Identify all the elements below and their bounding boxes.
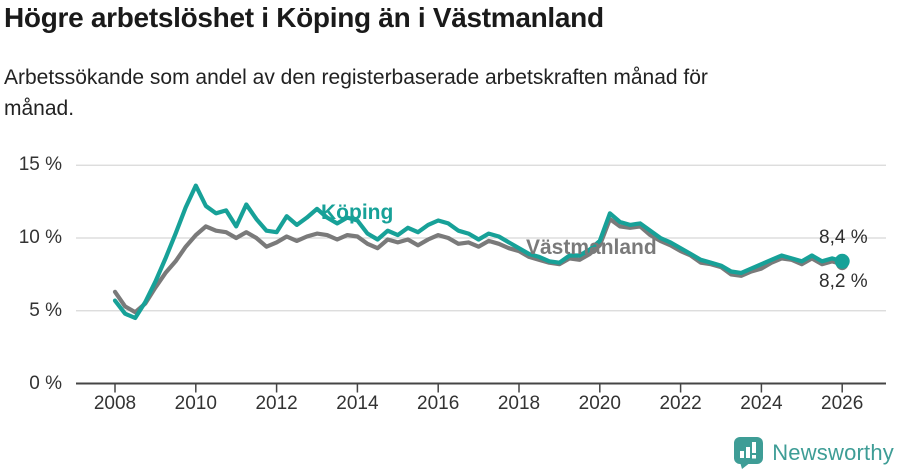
x-tick-label-2022: 2022 [659, 393, 702, 414]
line-köping [112, 183, 845, 321]
series-label-koping: Köping [321, 201, 394, 224]
newsworthy-wordmark: Newsworthy [772, 439, 894, 465]
chart-subtitle-line1: Arbetssökande som andel av den registerb… [4, 66, 708, 89]
chart-title: Högre arbetslöshet i Köping än i Västman… [4, 2, 604, 33]
y-tick-label-0: 0 % [29, 372, 62, 394]
newsworthy-logo[interactable]: Newsworthy [733, 436, 894, 469]
x-tick-label-2008: 2008 [93, 393, 137, 414]
line-västmanland [112, 217, 845, 315]
newsworthy-icon [734, 437, 764, 469]
x-tick-label-2014: 2014 [336, 393, 379, 414]
series-label-vastmanland: Västmanland [526, 236, 657, 259]
end-value-label-vastmanland: 8,2 % [819, 271, 868, 292]
x-tick-label-2012: 2012 [255, 393, 298, 414]
y-tick-label-10: 10 % [18, 227, 62, 248]
x-tick-label-2020: 2020 [578, 393, 621, 414]
x-tick-label-2018: 2018 [497, 393, 541, 414]
y-tick-label-15: 15 % [18, 154, 62, 176]
x-tick-label-2024: 2024 [740, 393, 783, 414]
end-dot-köping [834, 253, 850, 269]
chart-subtitle-line2: månad. [4, 97, 75, 120]
x-tick-label-2010: 2010 [174, 393, 217, 414]
x-tick-label-2026: 2026 [821, 393, 864, 414]
chart-subtitle: Arbetssökande som andel av den registerb… [4, 62, 864, 124]
y-tick-label-5: 5 % [29, 299, 62, 321]
end-value-label-koping: 8,4 % [819, 227, 868, 248]
x-tick-label-2016: 2016 [417, 393, 460, 414]
